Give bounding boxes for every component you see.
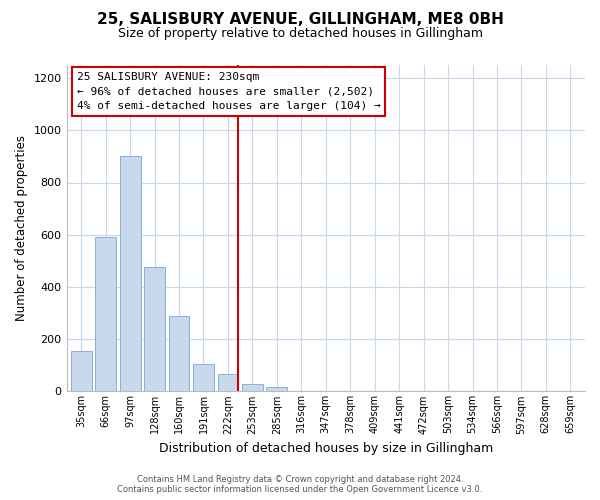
Bar bbox=[120, 156, 140, 392]
Bar bbox=[193, 364, 214, 392]
Bar bbox=[242, 384, 263, 392]
Text: Contains HM Land Registry data © Crown copyright and database right 2024.: Contains HM Land Registry data © Crown c… bbox=[137, 475, 463, 484]
X-axis label: Distribution of detached houses by size in Gillingham: Distribution of detached houses by size … bbox=[158, 442, 493, 455]
Bar bbox=[144, 268, 165, 392]
Bar bbox=[169, 316, 190, 392]
Text: Contains public sector information licensed under the Open Government Licence v3: Contains public sector information licen… bbox=[118, 485, 482, 494]
Bar bbox=[266, 388, 287, 392]
Y-axis label: Number of detached properties: Number of detached properties bbox=[15, 135, 28, 321]
Bar bbox=[95, 238, 116, 392]
Bar bbox=[218, 374, 238, 392]
Text: Size of property relative to detached houses in Gillingham: Size of property relative to detached ho… bbox=[118, 28, 482, 40]
Text: 25 SALISBURY AVENUE: 230sqm
← 96% of detached houses are smaller (2,502)
4% of s: 25 SALISBURY AVENUE: 230sqm ← 96% of det… bbox=[77, 72, 380, 111]
Bar bbox=[71, 351, 92, 392]
Text: 25, SALISBURY AVENUE, GILLINGHAM, ME8 0BH: 25, SALISBURY AVENUE, GILLINGHAM, ME8 0B… bbox=[97, 12, 503, 28]
